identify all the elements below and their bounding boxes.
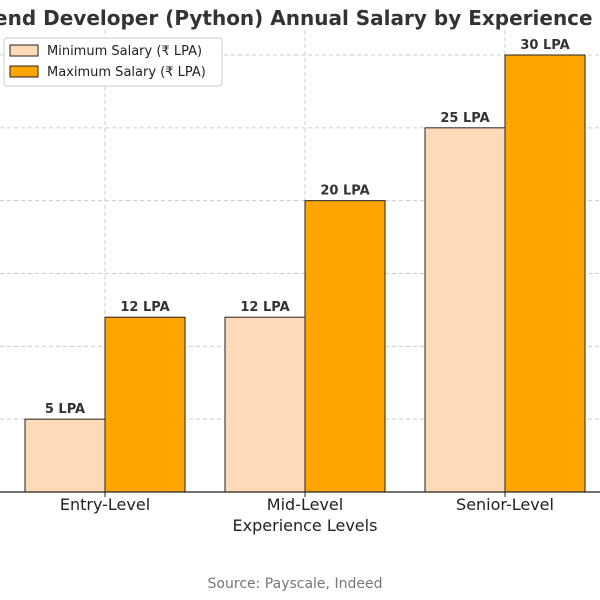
- x-tick-label: Entry-Level: [60, 495, 150, 514]
- data-label: 30 LPA: [520, 38, 569, 53]
- legend-label: Maximum Salary (₹ LPA): [47, 65, 206, 80]
- data-label: 5 LPA: [45, 402, 85, 417]
- x-axis-label: Experience Levels: [233, 516, 378, 535]
- legend-swatch: [9, 44, 39, 57]
- legend-swatch: [9, 65, 39, 78]
- bar-max-mid-level: [304, 200, 386, 493]
- x-tick-labels: Entry-Level Mid-Level Senior-Level: [60, 492, 554, 514]
- legend-frame: [3, 37, 223, 87]
- bar-min-mid-level: [224, 316, 306, 493]
- bars: [24, 54, 586, 493]
- x-tick-label: Senior-Level: [456, 495, 554, 514]
- legend-label: Minimum Salary (₹ LPA): [47, 44, 202, 59]
- bar-min-entry-level: [24, 418, 106, 493]
- bar-min-senior-level: [424, 127, 506, 493]
- x-tick-label: Mid-Level: [267, 495, 343, 514]
- bar-max-entry-level: [104, 316, 186, 493]
- data-label: 20 LPA: [320, 184, 369, 199]
- legend: Minimum Salary (₹ LPA) Maximum Salary (₹ …: [3, 37, 223, 87]
- bar-max-senior-level: [504, 54, 586, 493]
- data-label: 12 LPA: [240, 300, 289, 315]
- source-note: Source: Payscale, Indeed: [208, 576, 383, 592]
- data-labels: 5 LPA 12 LPA 25 LPA 12 LPA 20 LPA 30 LPA: [45, 38, 570, 417]
- chart-title: Backend Developer (Python) Annual Salary…: [0, 6, 600, 30]
- data-label: 12 LPA: [120, 300, 169, 315]
- data-label: 25 LPA: [440, 111, 489, 126]
